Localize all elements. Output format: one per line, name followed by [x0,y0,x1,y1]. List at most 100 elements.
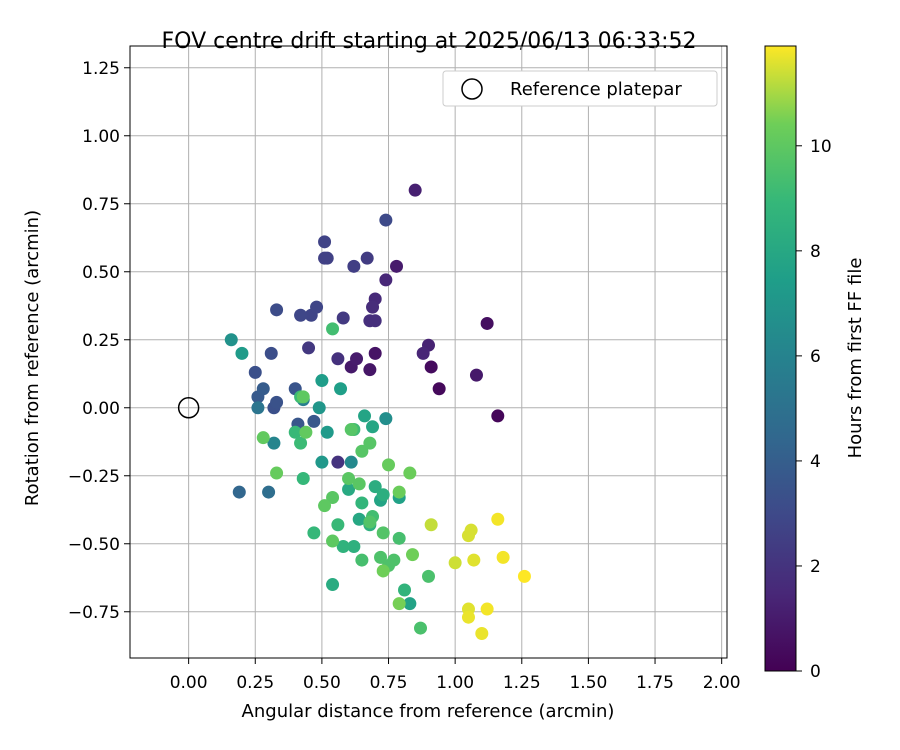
y-tick-label: 1.00 [82,127,120,147]
data-point [491,409,505,423]
data-point [363,515,377,529]
x-axis-ticks: 0.00 0.25 0.50 0.75 1.00 1.25 1.50 1.75 2.00 [170,658,741,693]
plot-area-frame [129,45,728,659]
y-tick-label: −0.50 [68,535,120,555]
y-tick-label: 0.00 [82,399,120,419]
data-point [352,477,366,491]
y-tick-label: 0.75 [82,195,120,215]
data-point [331,518,345,532]
data-point [496,550,510,564]
x-tick-label: 0.00 [170,673,208,693]
data-point [475,627,489,641]
data-point [326,578,340,592]
y-tick-label: 0.50 [82,263,120,283]
data-point [347,539,361,553]
data-point [344,455,358,469]
y-axis-label: Rotation from reference (arcmin) [22,210,43,506]
data-point [288,425,302,439]
legend-reference-marker [461,78,483,100]
data-point [270,303,284,317]
y-axis-ticks: −0.75 −0.50 −0.25 0.00 0.25 0.50 0.75 1.00 1.25 [68,59,130,623]
x-tick-label: 1.00 [436,673,474,693]
data-point [358,409,372,423]
data-point [368,480,382,494]
data-point [350,352,364,366]
data-point [467,553,481,567]
data-point [352,512,366,526]
y-tick-label: 0.25 [82,331,120,351]
y-tick-label: −0.75 [68,603,120,623]
data-point [344,423,358,437]
data-point [379,213,393,227]
colorbar-tick-label: 4 [810,452,821,472]
x-tick-label: 0.75 [370,673,408,693]
data-point [256,431,270,445]
data-point [464,523,478,537]
data-point [363,436,377,450]
data-point [294,308,308,322]
legend: Reference platepar [442,70,718,107]
data-point [347,259,361,273]
data-point [374,550,388,564]
data-point [312,401,326,415]
x-axis-label: Angular distance from reference (arcmin) [242,701,615,722]
data-point [368,314,382,328]
legend-box [442,70,718,107]
data-point [331,455,345,469]
data-point [461,610,475,624]
data-point [355,444,369,458]
data-point [270,466,284,480]
chart-title: FOV centre drift starting at 2025/06/13 … [162,29,697,54]
data-point [342,471,356,485]
data-point [267,436,281,450]
data-point [355,553,369,567]
data-point [232,485,246,499]
colorbar-gradient [764,45,797,672]
x-tick-label: 1.25 [503,673,541,693]
data-point [403,466,417,480]
data-point [315,455,329,469]
data-point [296,471,310,485]
data-point [307,414,321,428]
colorbar-ticks: 0 2 4 6 8 10 [796,137,832,682]
data-points [224,183,531,641]
data-point [392,485,406,499]
data-point [379,412,393,426]
data-point [517,569,531,583]
legend-entry-reference: Reference platepar [510,79,682,100]
colorbar-tick-label: 0 [810,662,821,682]
data-point [251,401,265,415]
data-point [392,531,406,545]
y-tick-label: 1.25 [82,59,120,79]
data-point [422,569,435,583]
data-point [382,458,396,472]
data-point [355,496,369,510]
data-point [264,346,278,360]
data-point [336,539,350,553]
data-point [334,382,348,396]
data-point [310,300,324,314]
x-tick-label: 1.75 [636,673,674,693]
data-point [248,365,262,379]
data-point [363,363,377,377]
data-point [320,425,334,439]
data-point [390,259,404,273]
colorbar: 0 2 4 6 8 10 Hours from first FF file [764,45,866,682]
data-point [342,482,356,496]
data-point [432,382,446,396]
data-point [360,251,374,265]
data-point [387,553,401,567]
data-point [376,526,390,540]
data-point [424,518,438,532]
data-point [398,583,412,597]
colorbar-label: Hours from first FF file [845,258,866,459]
data-point [315,374,329,388]
data-point [408,183,422,197]
data-point [480,316,494,330]
data-point [307,526,321,540]
data-point [416,346,430,360]
data-point [326,534,340,548]
data-point [326,491,340,505]
data-point [331,352,345,366]
